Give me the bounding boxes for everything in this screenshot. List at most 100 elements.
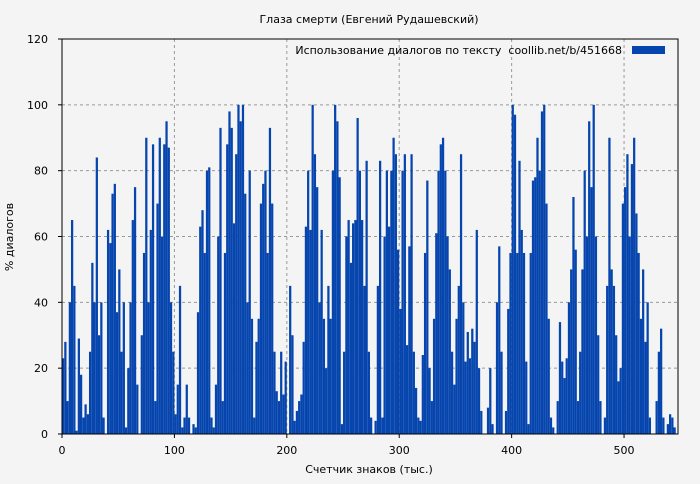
bar [439,144,442,435]
bar [657,351,661,434]
bar [444,170,447,434]
bar [459,154,463,435]
bar [255,341,258,434]
bar [655,401,658,434]
bar [284,361,287,434]
bar [280,351,283,434]
bar [185,384,188,434]
bar [248,170,251,434]
bar [154,401,157,434]
bar [639,318,643,434]
bar [585,236,589,434]
bar [192,424,195,434]
bar [437,170,440,434]
bar [545,203,548,434]
bar [97,335,101,434]
bar [257,318,260,434]
bar [95,157,98,434]
bar [307,170,310,434]
bar [136,384,139,434]
bar [250,318,254,434]
bar [354,220,357,434]
bar [230,127,233,434]
bar [237,104,240,434]
bar [421,355,424,434]
bar [70,220,74,434]
bar [75,430,78,434]
y-tick-label: 80 [34,165,48,178]
bar [133,187,137,434]
bar [430,401,433,434]
bar [408,246,411,434]
x-tick-label: 400 [501,444,522,457]
bar [79,374,83,434]
bar [536,137,539,434]
bar [113,183,116,434]
bar [588,121,591,435]
bar [617,381,620,434]
bar [64,341,67,434]
bar [576,401,580,434]
bar [331,170,335,434]
bar [327,285,330,434]
bar [630,164,634,435]
bar [673,427,676,434]
bar [509,252,512,434]
bar [109,243,112,434]
bar [567,302,571,434]
bar [183,417,186,434]
bar [106,229,110,434]
bar [612,285,616,434]
bar [390,170,393,434]
bar [147,302,150,434]
bar [464,361,467,434]
bar [259,203,263,434]
bar [529,252,532,434]
bar [365,160,368,434]
bar [181,427,184,434]
bar [115,312,119,434]
bar [594,236,598,434]
bar [558,322,562,434]
bar [370,417,373,434]
bar [648,417,652,434]
bar [540,111,544,435]
bar [446,236,449,434]
bar [392,137,395,434]
bar [628,236,631,434]
bar [592,104,595,434]
bar [455,318,458,434]
bar [309,229,312,434]
bar [239,121,242,435]
bar [271,203,274,434]
bar [145,137,148,434]
bar [313,154,317,435]
bar [378,160,382,434]
bar [599,401,602,434]
bar [396,249,400,434]
bar [417,417,420,434]
bar [241,104,245,434]
bar [565,358,568,434]
bar [291,335,294,434]
bar [491,424,494,434]
bar [414,387,418,434]
bar [619,368,622,434]
bar [518,160,521,434]
bar [275,391,278,434]
y-axis-label: % диалогов [3,203,16,271]
bar [66,401,69,434]
bar [302,341,305,434]
bar [212,427,215,434]
bar [273,351,276,434]
bar [217,236,220,434]
bar [329,318,332,434]
bar [570,269,573,434]
bar [477,368,481,434]
bar [361,220,364,434]
bar [111,193,114,434]
bar [610,269,613,434]
bar [174,414,177,434]
bar [367,351,370,434]
